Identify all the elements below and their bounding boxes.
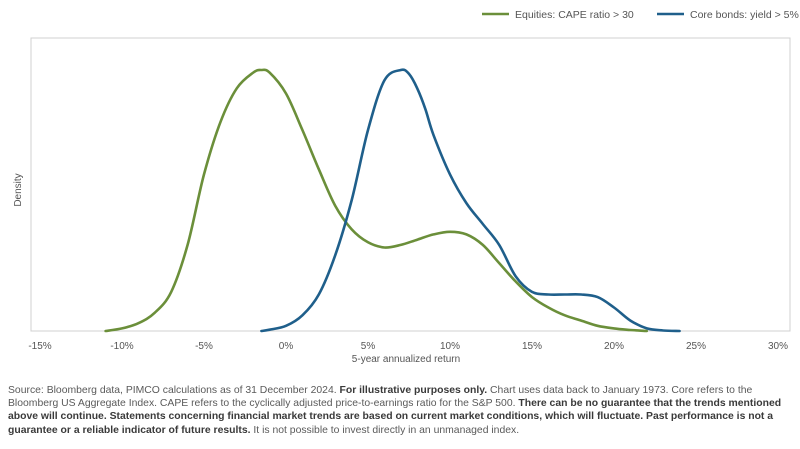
legend-label-bonds: Core bonds: yield > 5% xyxy=(690,9,799,21)
plot-frame xyxy=(30,37,791,332)
footnote-definitions: Chart uses data back to January 1973. Co… xyxy=(8,385,753,410)
footnote-disclaimer: There can be no guarantee that the trend… xyxy=(8,398,782,436)
x-axis-ticks: -15% -10% -5% 0% 5% 10% 15% 20% 25% 30% xyxy=(28,341,788,352)
x-tick-label: 10% xyxy=(440,341,460,352)
footnote-index-note: It is not possible to invest directly in… xyxy=(250,424,520,436)
x-tick-label: -5% xyxy=(195,341,213,352)
series-line-bonds xyxy=(260,68,681,333)
x-tick-label: 20% xyxy=(604,341,624,352)
x-tick-label: 15% xyxy=(522,341,542,352)
y-axis-title: Density xyxy=(13,173,24,206)
density-chart: Equities: CAPE ratio > 30 Core bonds: yi… xyxy=(13,9,799,365)
x-tick-label: 5% xyxy=(361,341,376,352)
x-tick-label: -15% xyxy=(28,341,51,352)
legend-label-equities: Equities: CAPE ratio > 30 xyxy=(515,9,634,21)
footnote-source: Source: Bloomberg data, PIMCO calculatio… xyxy=(8,385,340,396)
footnote-illustrative: For illustrative purposes only. xyxy=(339,385,488,396)
series-line-equities xyxy=(104,68,649,333)
chart-footnote: Source: Bloomberg data, PIMCO calculatio… xyxy=(8,384,794,437)
x-tick-label: 30% xyxy=(768,341,788,352)
x-axis-title: 5-year annualized return xyxy=(352,354,460,365)
x-tick-label: 25% xyxy=(686,341,706,352)
series-layer xyxy=(104,68,681,333)
x-tick-label: -10% xyxy=(110,341,133,352)
x-tick-label: 0% xyxy=(279,341,294,352)
legend: Equities: CAPE ratio > 30 Core bonds: yi… xyxy=(482,9,799,21)
